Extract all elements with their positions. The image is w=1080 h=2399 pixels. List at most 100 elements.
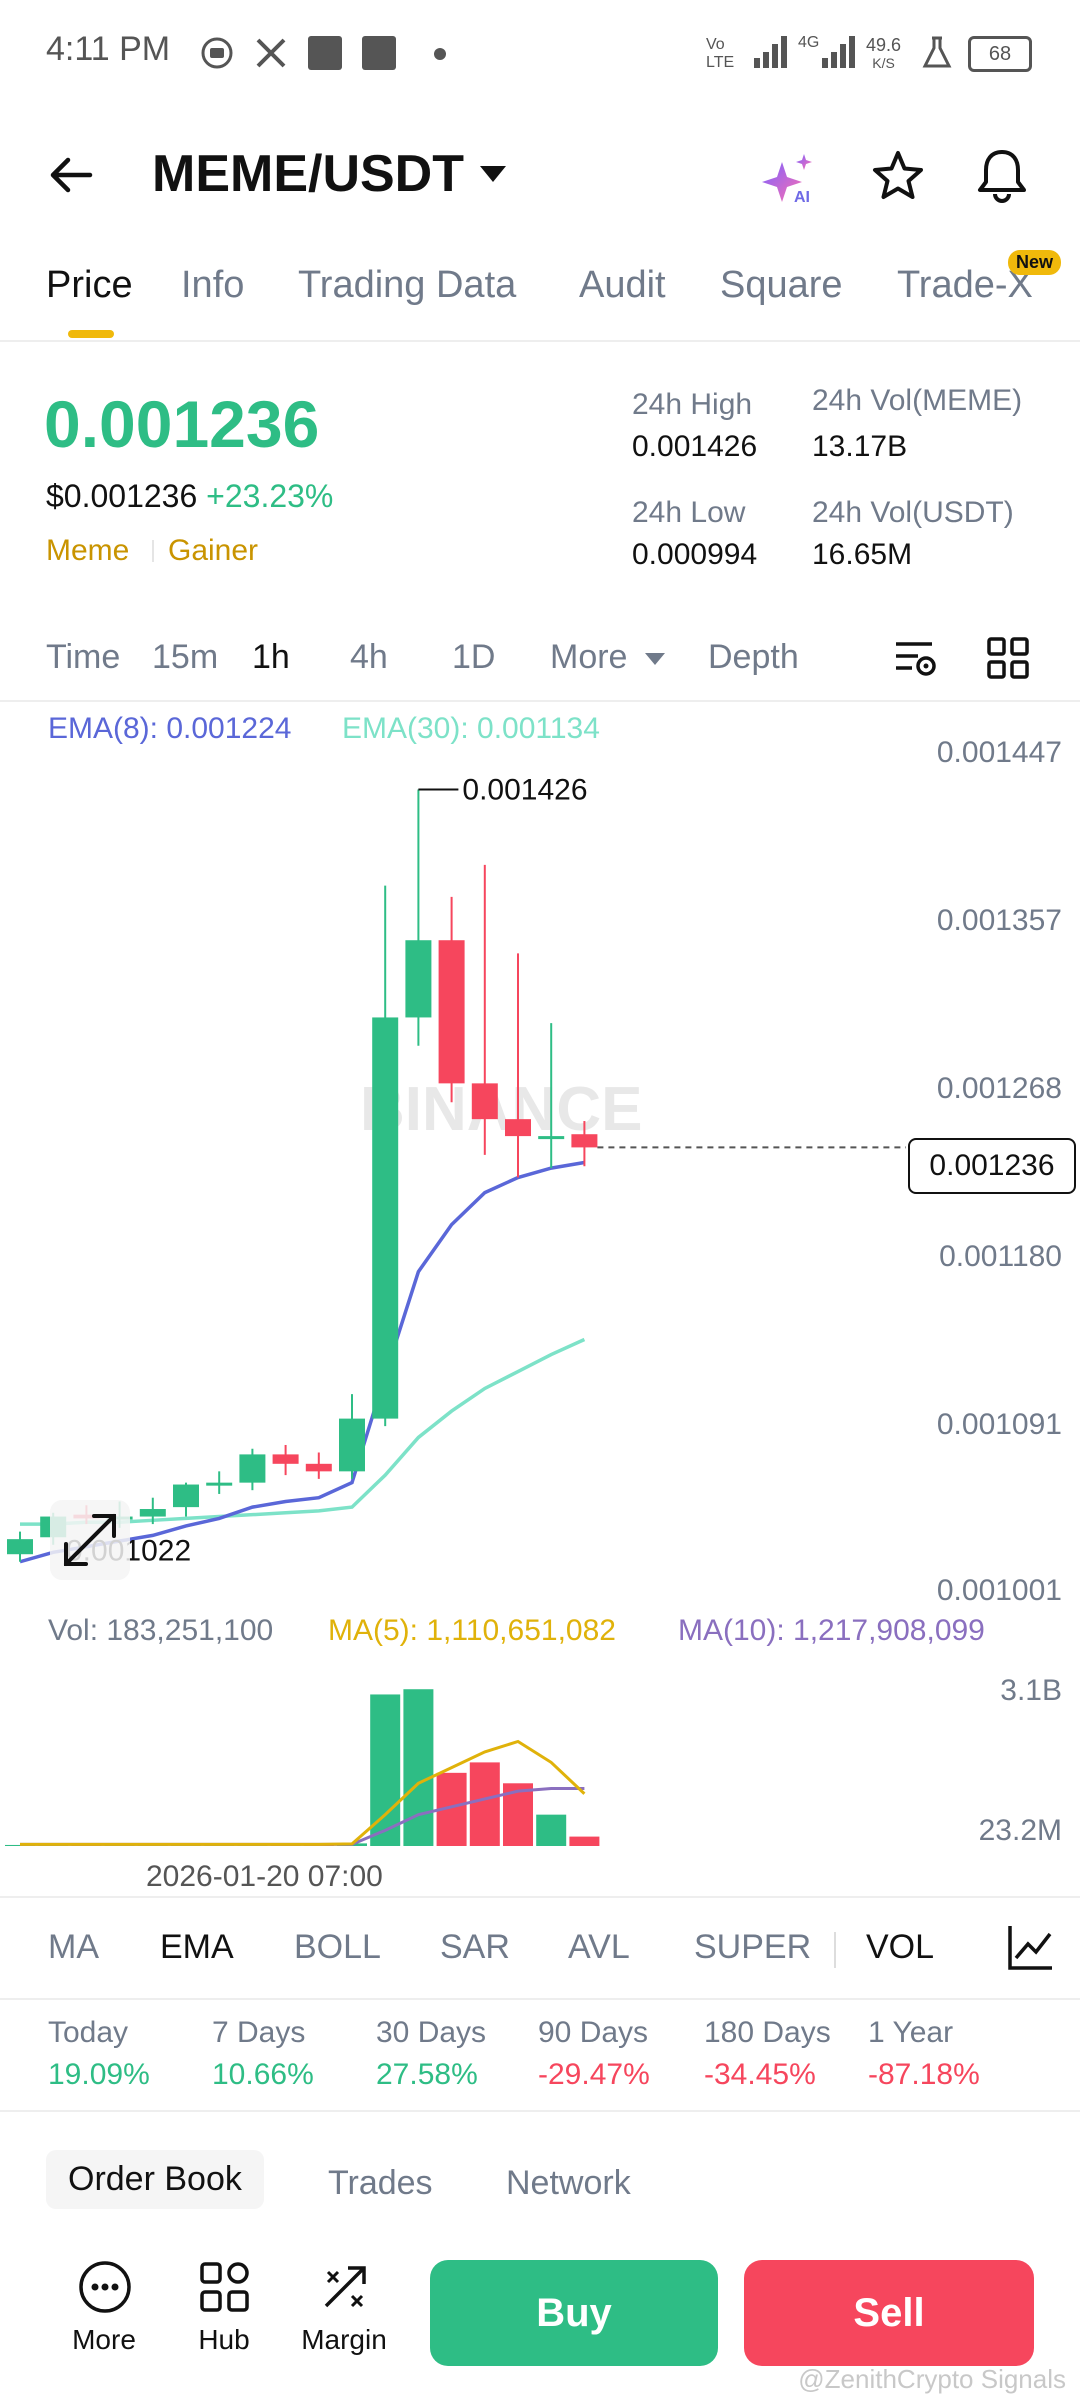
chart-watermark: BINANCE: [360, 1075, 642, 1144]
stat-24h-vol-usdt: 16.65M: [812, 538, 913, 571]
x-icon: [256, 38, 286, 68]
tab-price[interactable]: Price: [46, 264, 133, 306]
ema8-legend: EMA(8): 0.001224: [48, 712, 292, 745]
tf-more[interactable]: More: [550, 638, 628, 676]
perf-value: -29.47%: [538, 2058, 650, 2091]
ind-divider: [834, 1932, 836, 1968]
y-tick: 0.001180: [939, 1240, 1062, 1273]
candle-body: [438, 940, 465, 1084]
stat-24h-high: 0.001426: [632, 430, 758, 463]
more-label: More: [72, 2324, 136, 2355]
dot-icon: [434, 48, 446, 60]
ind-ma[interactable]: MA: [48, 1928, 99, 1966]
caret-down-icon[interactable]: [644, 652, 666, 666]
perf-value: 27.58%: [376, 2058, 478, 2091]
hub-label: Hub: [198, 2324, 250, 2355]
volume-bar: [536, 1814, 567, 1846]
candle-body: [7, 1539, 33, 1555]
tab-trading-data[interactable]: Trading Data: [298, 264, 517, 306]
tf-4h[interactable]: 4h: [350, 638, 388, 676]
signal-icon: [754, 36, 787, 68]
vol-y-tick: 3.1B: [1000, 1674, 1062, 1707]
tag-meme[interactable]: Meme: [46, 534, 130, 567]
y-tick: 0.001268: [936, 1072, 1062, 1105]
tab-trades[interactable]: Trades: [328, 2164, 433, 2202]
header: MEME/USDT AI: [0, 120, 1080, 230]
candle-body: [239, 1454, 266, 1483]
status-time: 4:11 PM: [46, 30, 171, 68]
fullscreen-button[interactable]: [50, 1500, 130, 1580]
perf-label: 7 Days: [212, 2016, 306, 2049]
ai-sparkle-icon[interactable]: AI: [760, 150, 820, 210]
chevron-down-icon[interactable]: [478, 164, 508, 184]
tf-15m[interactable]: 15m: [152, 638, 219, 676]
tab-order-book[interactable]: Order Book: [46, 2150, 264, 2209]
tab-audit[interactable]: Audit: [579, 264, 666, 306]
stat-24h-vol-meme: 13.17B: [812, 430, 908, 463]
more-dots-icon: [79, 2261, 131, 2313]
pair-title[interactable]: MEME/USDT: [152, 145, 464, 203]
app-icon: [308, 36, 342, 70]
hub-button[interactable]: Hub: [164, 2260, 284, 2380]
indicator-tabs: MA EMA BOLL SAR AVL SUPER VOL: [0, 1896, 1080, 2000]
volume-bar: [370, 1694, 401, 1846]
bell-icon[interactable]: [974, 146, 1030, 206]
vol-ma5-line: [20, 1739, 586, 1846]
ind-sar[interactable]: SAR: [440, 1928, 510, 1966]
buy-button[interactable]: Buy: [430, 2260, 718, 2366]
usd-price: $0.001236 +23.23%: [46, 478, 333, 515]
signal-icon: [822, 36, 855, 68]
candle-body: [305, 1463, 332, 1472]
grid-layout-icon[interactable]: [986, 636, 1030, 680]
ind-vol[interactable]: VOL: [866, 1928, 935, 1966]
tf-1h[interactable]: 1h: [252, 638, 290, 676]
margin-button[interactable]: Margin: [284, 2260, 404, 2380]
flask-icon: [922, 36, 952, 68]
candle-body: [173, 1484, 199, 1508]
overlay-watermark: @ZenithCrypto Signals: [798, 2364, 1066, 2394]
perf-value: 19.09%: [48, 2058, 150, 2091]
tab-square[interactable]: Square: [720, 264, 843, 306]
indicator-settings-icon[interactable]: [1006, 1922, 1056, 1972]
y-tick: 0.001001: [936, 1574, 1062, 1607]
candle-body: [471, 1083, 498, 1120]
volume-bar: [569, 1836, 600, 1846]
stat-24h-low-label: 24h Low: [632, 496, 746, 529]
candle-body: [372, 1017, 399, 1419]
star-icon[interactable]: [870, 148, 926, 204]
orderbook-tabs: Order Book Trades Network: [0, 2150, 1080, 2230]
tag-divider: [152, 540, 154, 562]
chart-settings-icon[interactable]: [892, 636, 940, 680]
sell-button[interactable]: Sell: [744, 2260, 1034, 2366]
perf-label: 1 Year: [868, 2016, 954, 2049]
status-bar: 4:11 PM Vo LTE 4G 49.6 K/S 68: [0, 0, 1080, 110]
tab-network[interactable]: Network: [506, 2164, 631, 2202]
volume-chart[interactable]: [0, 1660, 1080, 1860]
candle-body: [571, 1134, 598, 1148]
usd-price-value: $0.001236: [46, 478, 198, 514]
tf-depth[interactable]: Depth: [708, 638, 799, 676]
ind-boll[interactable]: BOLL: [294, 1928, 381, 1966]
svg-text:AI: AI: [794, 189, 810, 206]
vol-ma5-legend: MA(5): 1,110,651,082: [328, 1614, 616, 1647]
tab-info[interactable]: Info: [181, 264, 245, 306]
tf-1d[interactable]: 1D: [452, 638, 496, 676]
bottom-action-bar: More Hub Margin Buy Sell: [0, 2240, 1080, 2399]
ind-super[interactable]: SUPER: [694, 1928, 812, 1966]
x-axis-date: 2026-01-20 07:00: [146, 1860, 383, 1893]
candle-body: [405, 940, 432, 1018]
back-arrow-icon[interactable]: [46, 150, 96, 200]
tf-time[interactable]: Time: [46, 638, 121, 676]
ema30-line: [20, 1337, 586, 1526]
more-button[interactable]: More: [44, 2260, 164, 2380]
y-tick: 0.001447: [936, 736, 1062, 769]
main-tabs: Price Info Trading Data Audit Square Tra…: [0, 250, 1080, 342]
network-speed: 49.6 K/S: [866, 35, 902, 71]
ind-avl[interactable]: AVL: [568, 1928, 630, 1966]
vol-ma10-legend: MA(10): 1,217,908,099: [678, 1614, 985, 1647]
candle-body: [505, 1119, 531, 1137]
tag-gainer[interactable]: Gainer: [168, 534, 259, 567]
ind-ema[interactable]: EMA: [160, 1928, 234, 1966]
margin-icon: [324, 2266, 366, 2308]
